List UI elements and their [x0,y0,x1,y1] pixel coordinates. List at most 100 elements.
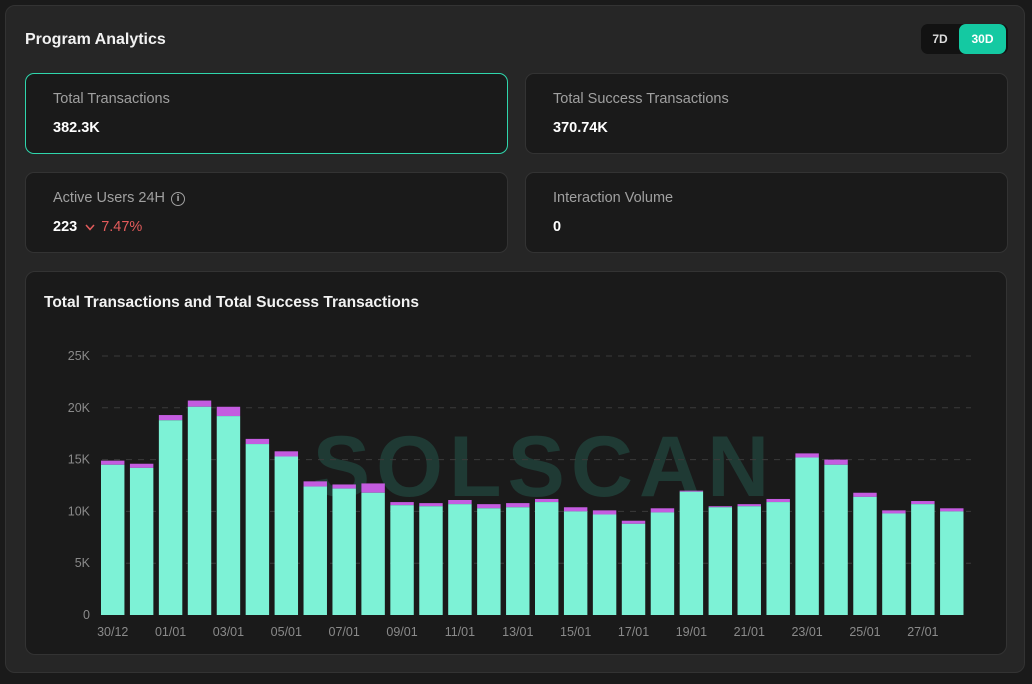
success-bar [303,486,327,615]
interaction-volume-card: Interaction Volume 0 [525,172,1008,253]
failed-bar [361,483,385,493]
y-tick-label: 5K [75,556,91,570]
failed-bar [621,520,646,524]
x-tick-label: 15/01 [560,625,591,639]
range-7d-button[interactable]: 7D [932,32,948,46]
success-bar [332,488,356,615]
total-transactions-card[interactable]: Total Transactions 382.3K [25,73,508,154]
panel-title: Program Analytics [25,31,166,48]
active-users-value-row: 223 7.47% [53,219,142,235]
failed-bar [506,503,530,508]
failed-bar [129,463,154,468]
success-bar [766,502,790,615]
success-bar [361,492,385,615]
success-bar [708,507,733,615]
failed-bar [563,507,588,512]
success-bar [448,504,472,615]
transactions-chart-card: Total Transactions and Total Success Tra… [25,271,1007,655]
interaction-volume-label: Interaction Volume [553,190,674,206]
total-success-card[interactable]: Total Success Transactions 370.74K [525,73,1008,154]
success-bar [563,511,588,615]
failed-bar [332,484,356,489]
failed-bar [101,460,125,465]
info-icon[interactable]: i [171,192,186,206]
success-bar [101,464,125,615]
failed-bar [216,406,241,417]
x-tick-label: 21/01 [734,625,765,639]
failed-bar [940,508,964,512]
failed-bar [853,492,877,497]
range-toggle: 7D 30D [921,24,1008,54]
range-30d-button[interactable]: 30D [959,24,1006,54]
success-bar [216,416,241,615]
failed-bar [911,501,935,505]
total-transactions-value: 382.3K [53,120,100,136]
x-tick-label: 07/01 [329,625,360,639]
active-users-label: Active Users 24H [53,190,166,206]
failed-bar [882,510,906,514]
failed-bar [187,400,212,407]
x-tick-label: 25/01 [849,625,880,639]
active-users-label-row: Active Users 24H i [53,190,186,206]
failed-bar [708,506,733,508]
success-bar [737,506,761,615]
y-tick-label: 15K [68,453,91,467]
x-tick-label: 17/01 [618,625,649,639]
success-bar [419,506,443,615]
active-users-value: 223 [53,219,78,235]
success-bar [506,507,530,615]
failed-bar [158,415,183,421]
x-tick-label: 30/12 [97,625,128,639]
x-tick-label: 11/01 [445,625,475,639]
y-tick-label: 25K [68,349,91,363]
failed-bar [824,459,848,465]
active-users-change: 7.47% [85,219,142,235]
total-transactions-label: Total Transactions [53,91,170,107]
success-bar [621,523,646,615]
success-bar [650,512,675,615]
failed-bar [592,510,617,515]
program-analytics-panel: Program Analytics 7D 30D Total Transacti… [5,5,1025,673]
failed-bar [448,500,472,505]
success-bar [274,456,299,615]
success-bar [911,504,935,615]
failed-bar [274,451,299,457]
success-bar [187,406,212,615]
failed-bar [766,498,790,503]
y-tick-label: 20K [68,401,91,415]
failed-bar [419,503,443,507]
x-tick-label: 01/01 [155,625,186,639]
x-tick-label: 13/01 [502,625,533,639]
success-bar [390,505,414,615]
active-users-change-value: 7.47% [101,219,143,235]
failed-bar [795,453,819,458]
success-bar [592,514,617,615]
failed-bar [535,498,559,503]
interaction-volume-value: 0 [553,219,562,235]
success-bar [940,511,964,615]
x-tick-label: 03/01 [213,625,244,639]
chevron-down-icon [85,224,95,231]
success-bar [679,491,704,615]
x-tick-label: 05/01 [271,625,302,639]
failed-bar [737,504,761,507]
success-bar [882,513,906,615]
y-tick-label: 10K [68,504,91,518]
failed-bar [245,438,270,445]
success-bar [795,457,819,615]
failed-bar [390,502,414,506]
success-bar [853,496,877,615]
success-bar [158,420,183,615]
y-tick-label: 0 [83,608,90,622]
success-bar [129,467,154,615]
success-bar [245,444,270,615]
failed-bar [650,508,675,513]
x-tick-label: 09/01 [386,625,417,639]
total-success-label: Total Success Transactions [553,91,729,107]
x-tick-label: 19/01 [676,625,707,639]
x-tick-label: 27/01 [907,625,938,639]
x-tick-label: 23/01 [791,625,822,639]
success-bar [535,502,559,615]
success-bar [477,508,501,615]
